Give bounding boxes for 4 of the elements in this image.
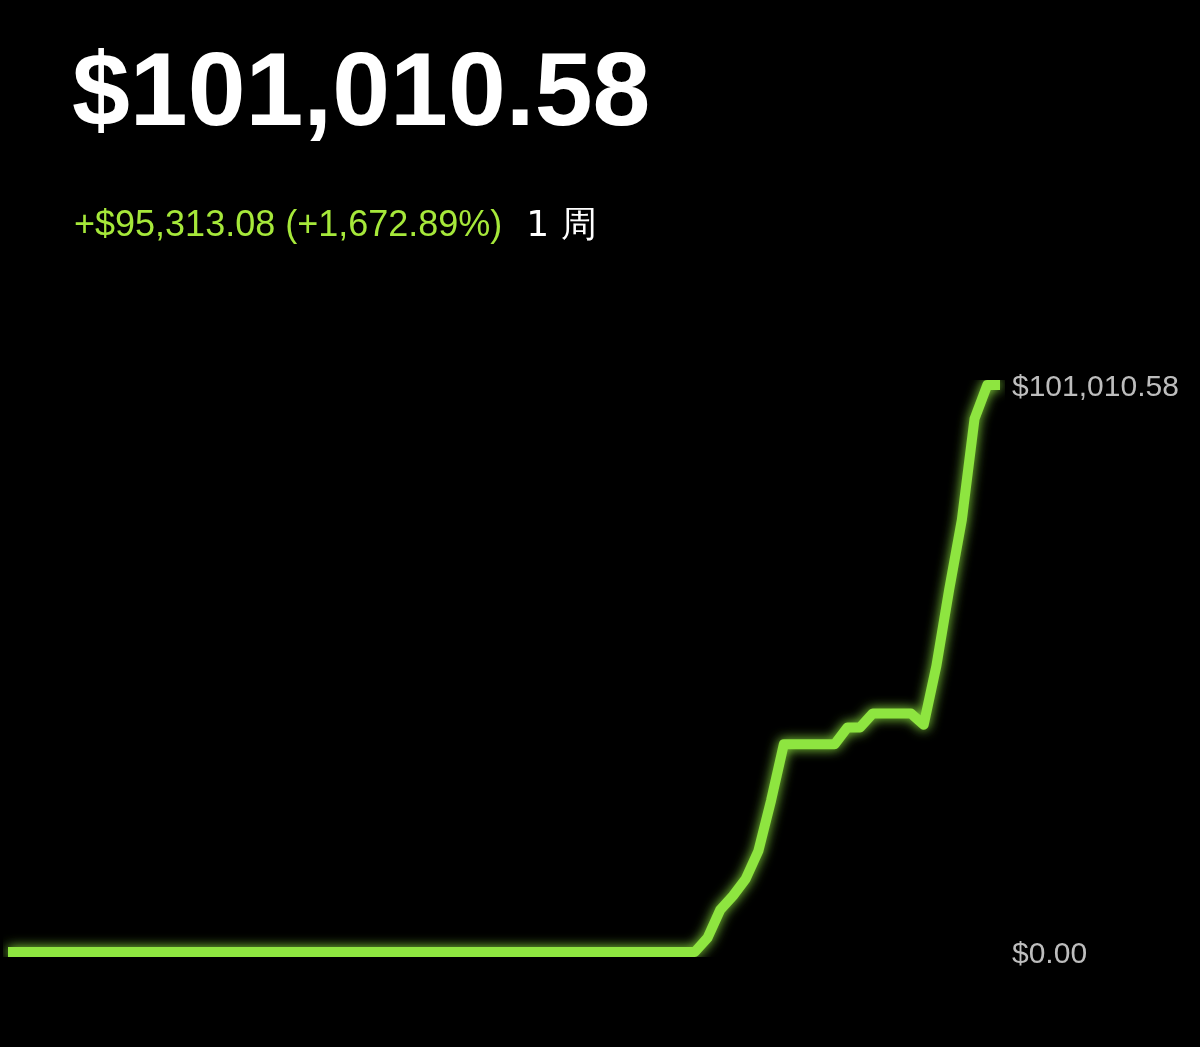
text: 1 周 bbox=[526, 203, 597, 244]
chart-title: $101,010.58 bbox=[72, 30, 651, 149]
chart-subtitle: +$95,313.08 (+1,672.89%) bbox=[74, 203, 503, 244]
y-tick-label: $0.00 bbox=[1012, 935, 1088, 969]
